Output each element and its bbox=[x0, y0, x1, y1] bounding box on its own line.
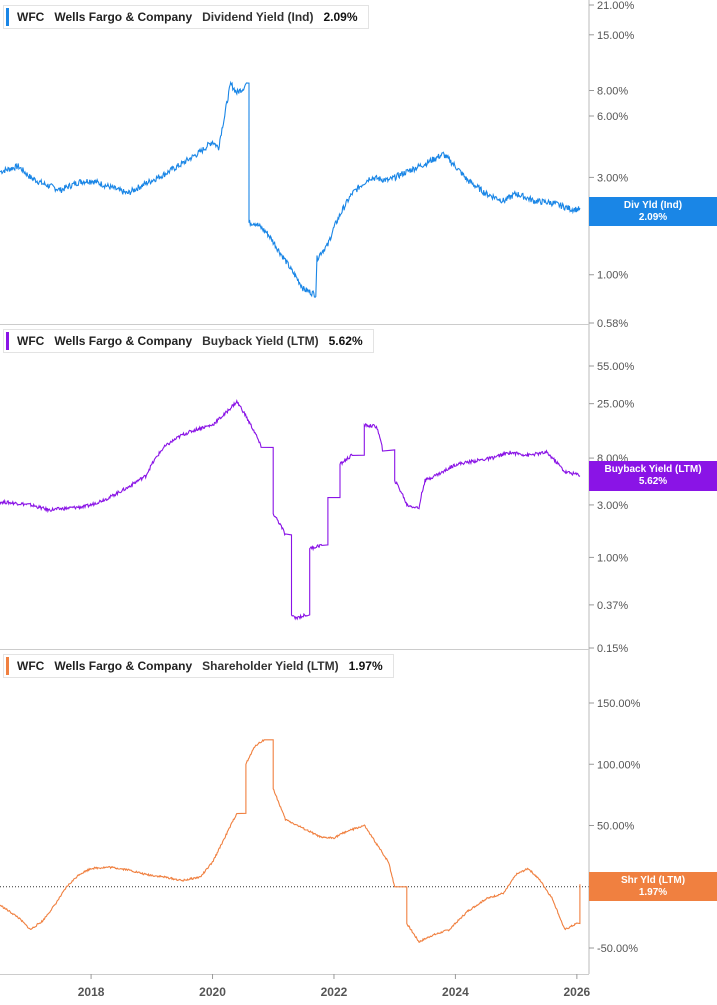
series-layer bbox=[0, 80, 581, 943]
x-tick-label: 2020 bbox=[199, 985, 226, 999]
legend-dividend-yield: WFC Wells Fargo & Company Dividend Yield… bbox=[3, 5, 369, 29]
y-tick-label: 8.00% bbox=[597, 86, 628, 98]
series-swatch bbox=[6, 657, 9, 675]
series-swatch bbox=[6, 332, 9, 350]
legend-value: 5.62% bbox=[328, 334, 363, 348]
legend-ticker: WFC bbox=[17, 10, 45, 24]
value-tag-dividend: Div Yld (Ind) 2.09% bbox=[589, 197, 717, 226]
tag-value: 1.97% bbox=[638, 887, 668, 898]
legend-company: Wells Fargo & Company bbox=[54, 334, 193, 348]
legend-ticker: WFC bbox=[17, 334, 45, 348]
y-tick-label: 100.00% bbox=[597, 759, 641, 771]
series-line-1 bbox=[0, 80, 581, 298]
legend-metric: Dividend Yield (Ind) bbox=[202, 10, 314, 24]
y-tick-label: 25.00% bbox=[597, 399, 635, 411]
tag-title: Buyback Yield (LTM) bbox=[604, 464, 702, 475]
value-tag-buyback: Buyback Yield (LTM) 5.62% bbox=[589, 461, 717, 491]
x-tick-label: 2018 bbox=[78, 985, 105, 999]
legend-ticker: WFC bbox=[17, 659, 45, 673]
y-tick-label: 1.00% bbox=[597, 270, 628, 282]
y-tick-label: 3.00% bbox=[597, 172, 628, 184]
y-tick-label: 0.15% bbox=[597, 643, 628, 655]
series-line-3 bbox=[0, 739, 581, 943]
legend-metric: Buyback Yield (LTM) bbox=[202, 334, 319, 348]
legend-company: Wells Fargo & Company bbox=[54, 659, 193, 673]
legend-company: Wells Fargo & Company bbox=[54, 10, 193, 24]
y-tick-label: 0.37% bbox=[597, 600, 628, 612]
value-tag-shareholder: Shr Yld (LTM) 1.97% bbox=[589, 872, 717, 901]
legend-buyback-yield: WFC Wells Fargo & Company Buyback Yield … bbox=[3, 329, 374, 353]
tag-value: 2.09% bbox=[638, 212, 668, 223]
y-tick-label: 3.00% bbox=[597, 500, 628, 512]
y-tick-label: 55.00% bbox=[597, 361, 635, 373]
axis-layer: 21.00%15.00%8.00%6.00%3.00%2.00%1.00%0.5… bbox=[0, 0, 641, 999]
y-tick-label: -50.00% bbox=[597, 943, 638, 955]
y-tick-label: 0.58% bbox=[597, 318, 628, 330]
y-tick-label: 50.00% bbox=[597, 821, 635, 833]
legend-shareholder-yield: WFC Wells Fargo & Company Shareholder Yi… bbox=[3, 654, 394, 678]
x-tick-label: 2022 bbox=[321, 985, 348, 999]
legend-value: 2.09% bbox=[323, 10, 358, 24]
y-tick-label: 15.00% bbox=[597, 30, 635, 42]
tag-value: 5.62% bbox=[638, 476, 668, 487]
y-tick-label: 6.00% bbox=[597, 111, 628, 123]
y-tick-label: 1.00% bbox=[597, 552, 628, 564]
tag-title: Shr Yld (LTM) bbox=[620, 875, 686, 886]
legend-metric: Shareholder Yield (LTM) bbox=[202, 659, 339, 673]
tag-title: Div Yld (Ind) bbox=[623, 200, 683, 211]
series-swatch bbox=[6, 8, 9, 26]
x-tick-label: 2026 bbox=[564, 985, 591, 999]
legend-value: 1.97% bbox=[348, 659, 383, 673]
x-tick-label: 2024 bbox=[442, 985, 469, 999]
y-tick-label: 150.00% bbox=[597, 698, 641, 710]
y-tick-label: 21.00% bbox=[597, 0, 635, 12]
series-line-2 bbox=[0, 398, 581, 621]
